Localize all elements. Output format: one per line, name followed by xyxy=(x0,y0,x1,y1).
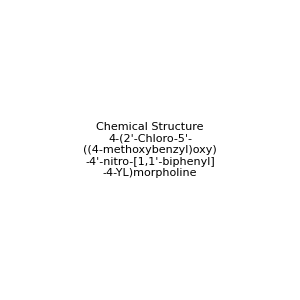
Text: Chemical Structure
4-(2'-Chloro-5'-
((4-methoxybenzyl)oxy)
-4'-nitro-[1,1'-biphe: Chemical Structure 4-(2'-Chloro-5'- ((4-… xyxy=(83,122,217,178)
